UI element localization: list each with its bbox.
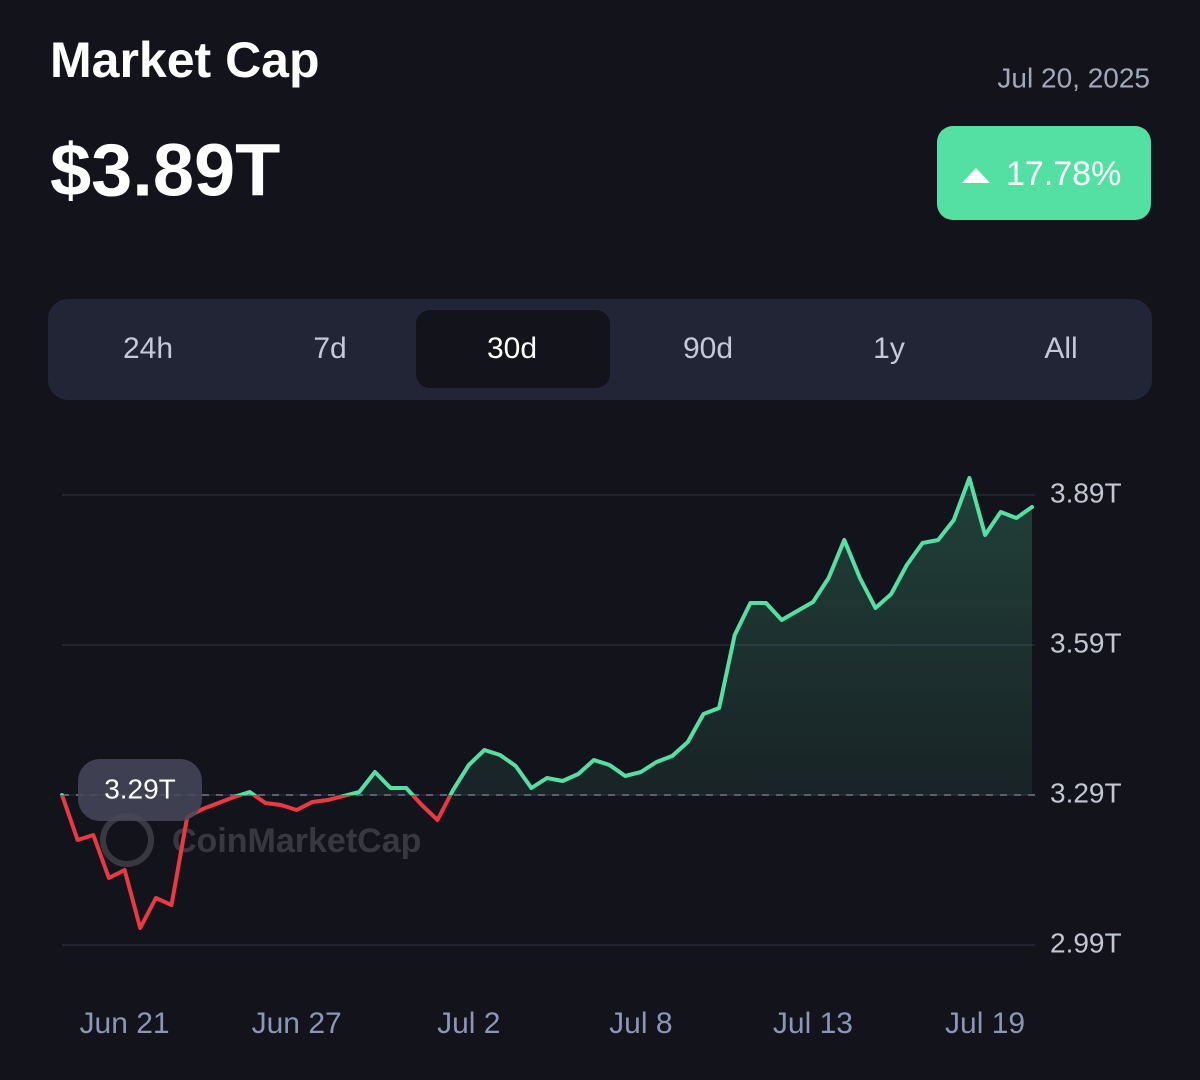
x-tick-label: Jul 8 (609, 1007, 672, 1040)
change-badge: 17.78% (937, 126, 1151, 220)
x-tick-label: Jul 19 (945, 1007, 1025, 1040)
area-fill (62, 478, 1032, 795)
up-arrow-icon (962, 168, 990, 183)
x-tick-label: Jun 27 (252, 1007, 342, 1040)
tab-label[interactable]: 7d (313, 332, 346, 365)
x-tick-label: Jul 2 (437, 1007, 500, 1040)
change-percent: 17.78% (1006, 155, 1121, 193)
x-tick-label: Jun 21 (80, 1007, 170, 1040)
title: Market Cap (50, 32, 320, 88)
y-tick-label: 3.89T (1050, 477, 1122, 508)
chart: CoinMarketCap 3.89T 3.59T 3.29T 2.99T Jun 21 J… (60, 476, 1122, 1040)
baseline-bubble (78, 759, 202, 821)
y-tick-label: 3.59T (1050, 627, 1122, 658)
tab[interactable]: 1y (873, 332, 905, 365)
tab-label[interactable]: 24h (123, 332, 173, 365)
line (60, 476, 1034, 930)
watermark: CoinMarketCap (172, 822, 421, 860)
tabs: 24h 7d 30d 90d 1y All (123, 310, 1078, 388)
y-tick-label: 3.29T (1050, 777, 1122, 808)
tab[interactable]: All (1044, 332, 1077, 365)
tab-label[interactable]: 1y (873, 332, 905, 365)
current-value: $3.89T (50, 129, 280, 212)
tab-label[interactable]: 30d (487, 332, 537, 365)
tab[interactable]: 7d (313, 332, 346, 365)
tab-label[interactable]: 90d (683, 332, 733, 365)
badge-background (937, 126, 1151, 220)
tab[interactable]: 90d (683, 332, 733, 365)
tab[interactable]: 30d (416, 310, 610, 388)
x-tick-label: Jul 13 (773, 1007, 853, 1040)
date: Jul 20, 2025 (997, 62, 1150, 93)
tab-label[interactable]: All (1044, 332, 1077, 365)
tab-selected-background (416, 310, 610, 388)
tab[interactable]: 24h (123, 332, 173, 365)
baseline-label: 3.29T (104, 773, 176, 804)
y-tick-label: 2.99T (1050, 927, 1122, 958)
